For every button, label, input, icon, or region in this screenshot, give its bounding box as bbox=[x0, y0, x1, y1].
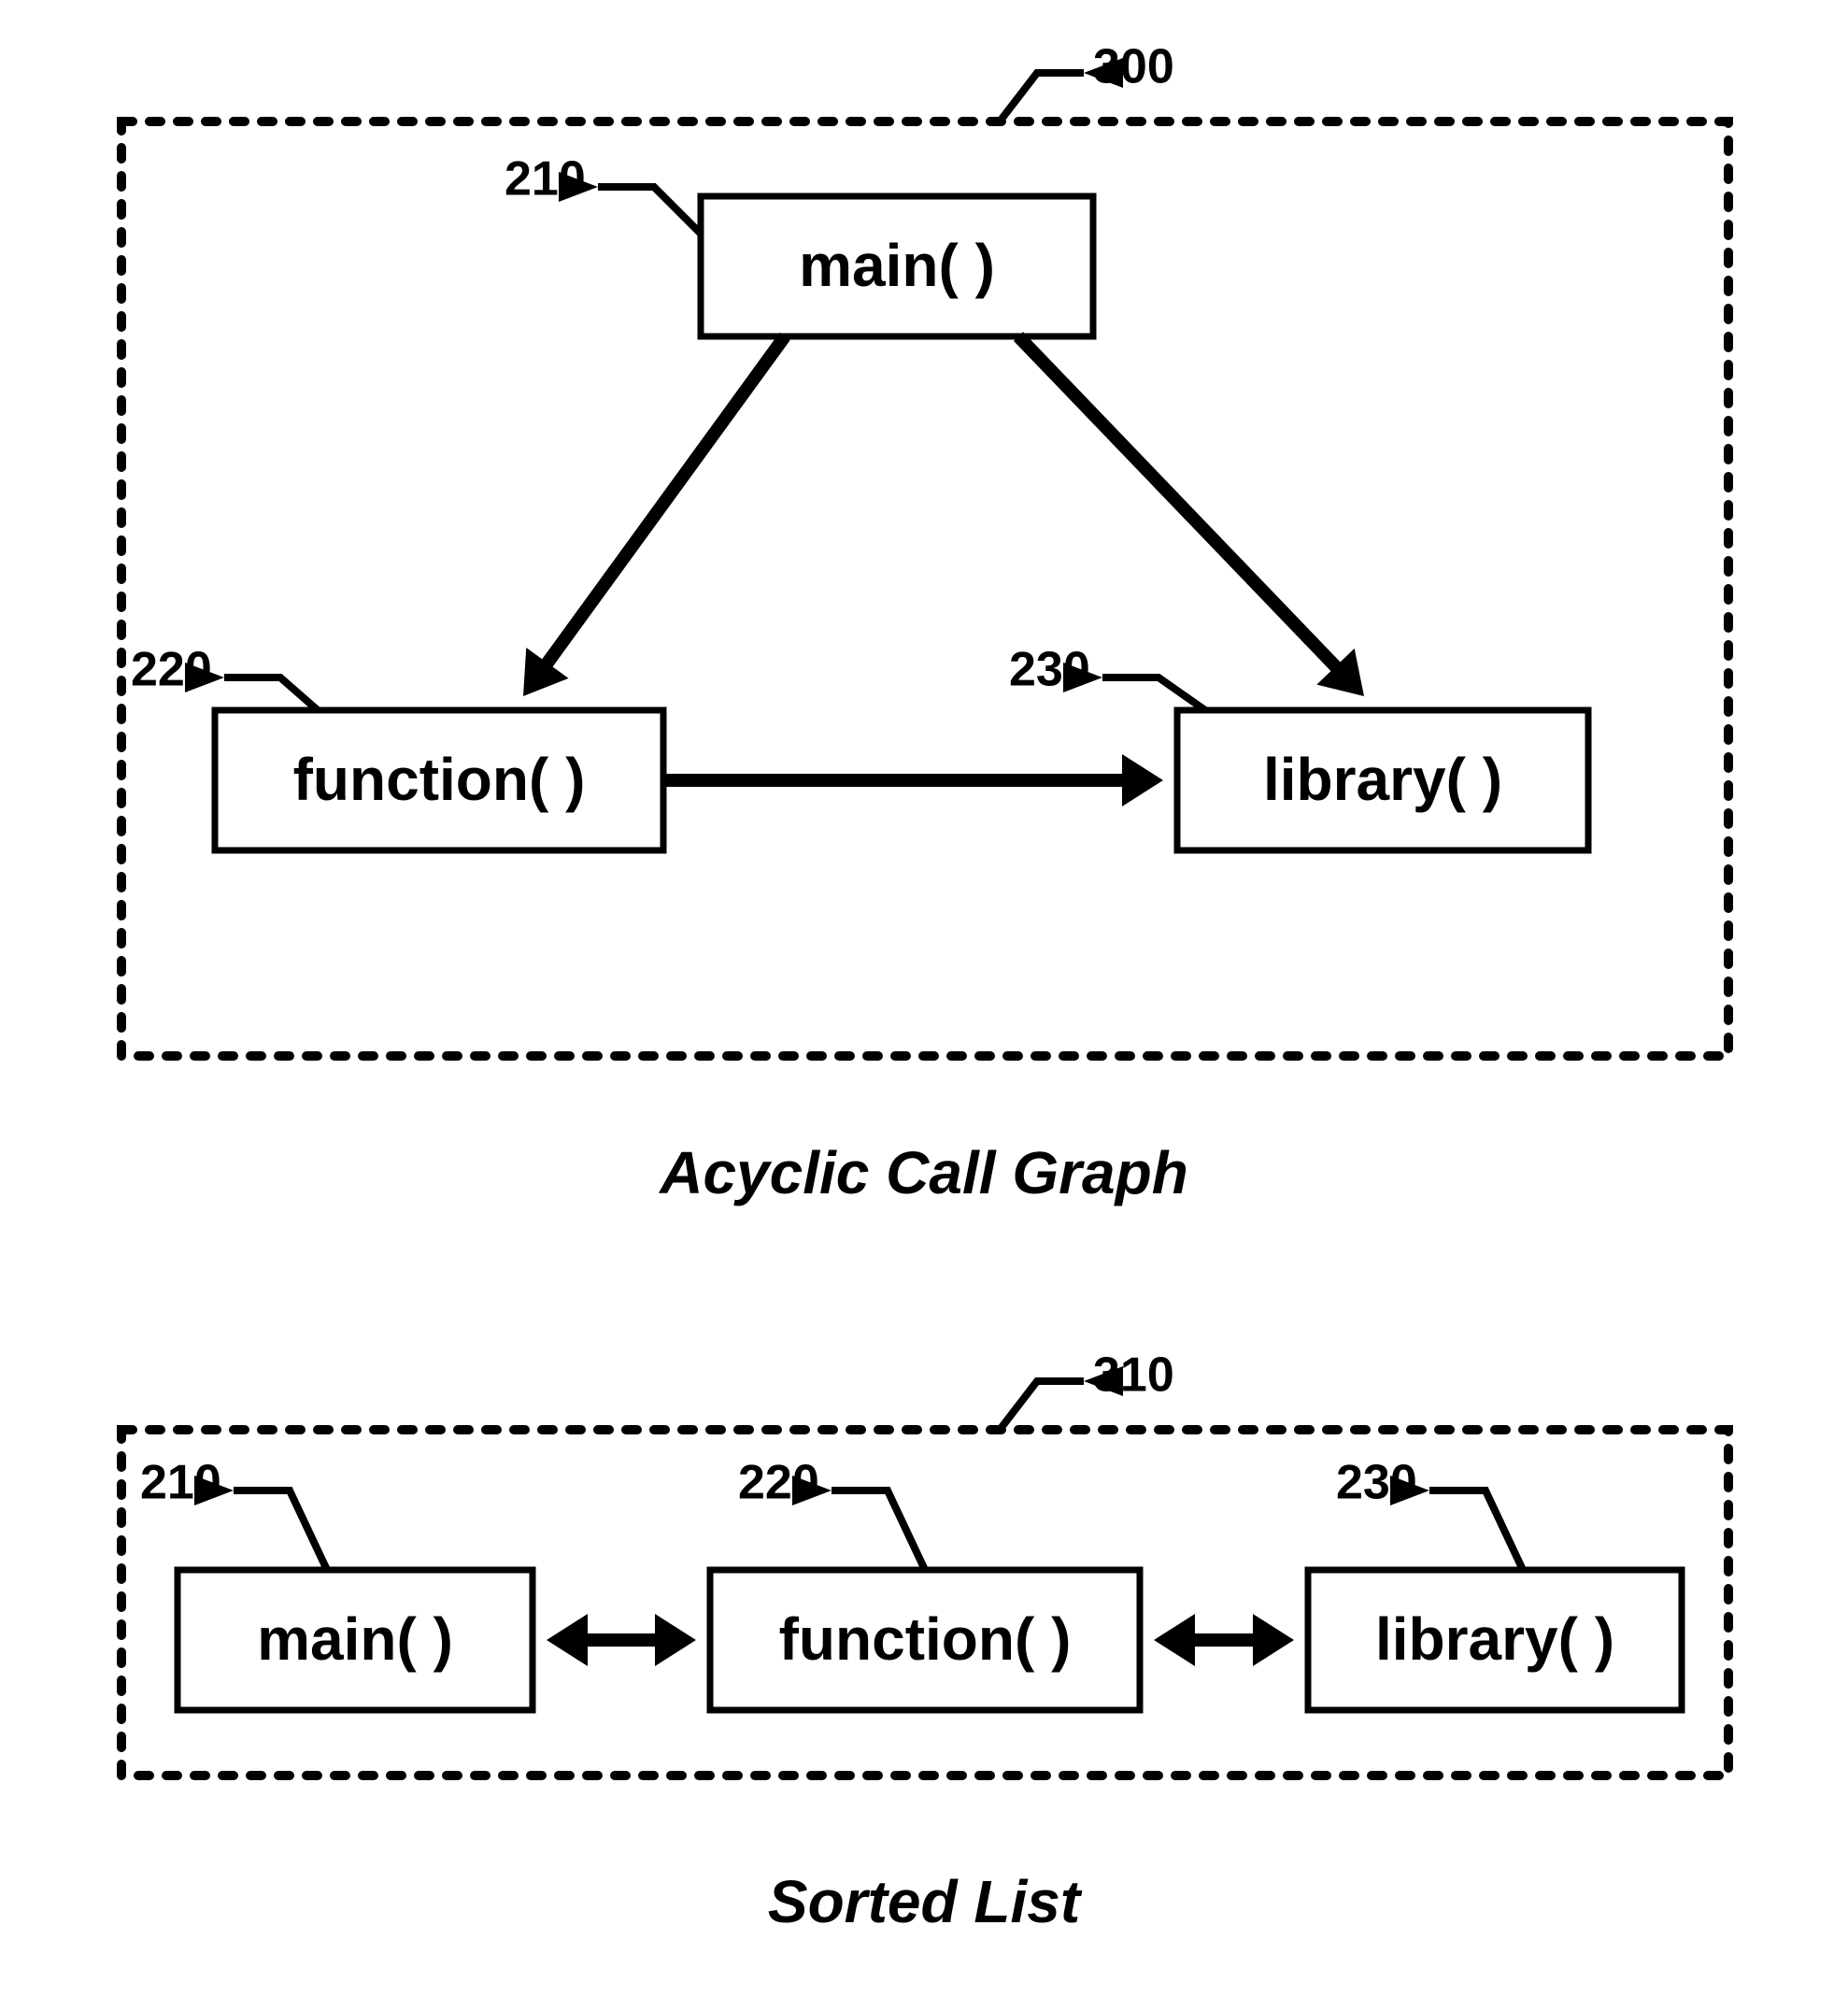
arrow-head bbox=[1154, 1614, 1195, 1666]
node-label: function( ) bbox=[779, 1605, 1072, 1673]
arrow-head bbox=[1253, 1614, 1294, 1666]
leader-line bbox=[832, 1490, 925, 1570]
diagram-title: Sorted List bbox=[768, 1868, 1083, 1935]
arrow-head bbox=[1122, 754, 1163, 806]
node-label: main( ) bbox=[799, 232, 995, 299]
node-label: main( ) bbox=[257, 1605, 453, 1673]
arrow-head bbox=[655, 1614, 696, 1666]
leader-line bbox=[1429, 1490, 1523, 1570]
leader-line bbox=[234, 1490, 327, 1570]
diagram-title: Acyclic Call Graph bbox=[658, 1139, 1188, 1206]
leader-line bbox=[1000, 73, 1084, 121]
node-label: library( ) bbox=[1375, 1605, 1614, 1673]
edge-line bbox=[1018, 336, 1350, 681]
arrow-head bbox=[547, 1614, 588, 1666]
node-label: function( ) bbox=[293, 746, 586, 813]
edge-line bbox=[535, 336, 785, 679]
leader-line bbox=[1102, 677, 1205, 710]
leader-line bbox=[224, 677, 318, 710]
leader-line bbox=[598, 187, 701, 234]
leader-line bbox=[1000, 1381, 1084, 1430]
node-label: library( ) bbox=[1263, 746, 1502, 813]
